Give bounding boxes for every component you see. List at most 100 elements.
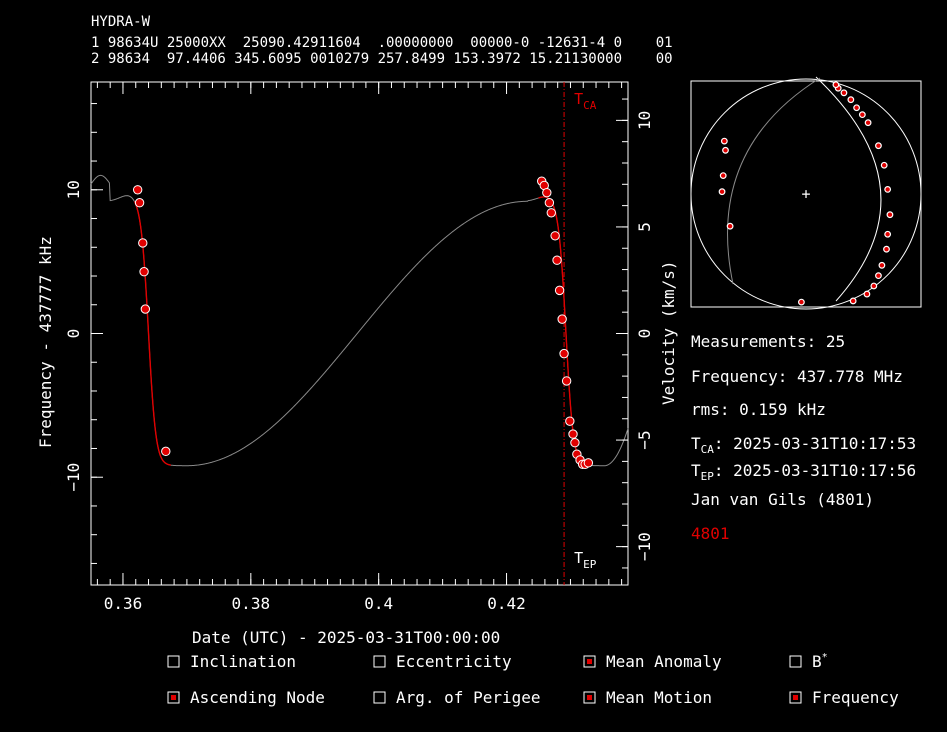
x-axis-label: Date (UTC) - 2025-03-31T00:00:00 [192,628,500,647]
tep-info: TEP: 2025-03-31T10:17:56 [691,461,916,483]
map-point [798,298,805,306]
map-point [883,245,890,253]
site-id: 4801 [691,524,730,543]
x-tick-label: 0.42 [487,594,526,613]
ground-track-arc-west [727,77,821,285]
tca-label: TCA [574,90,597,112]
data-point [161,446,171,457]
map-point [875,142,882,150]
map-point [884,230,892,238]
checkbox-mean-anomaly[interactable]: Mean Anomaly [583,652,722,671]
data-point [542,187,552,198]
data-point [554,285,565,296]
data-point [132,185,143,195]
data-point [134,198,145,208]
checkbox-mark [171,695,176,700]
data-point [140,304,151,314]
data-point [552,255,562,265]
checkbox-box[interactable] [583,655,596,668]
ground-track-arc-east [815,76,882,302]
checkbox-box[interactable] [789,655,802,668]
y2-axis-label: Velocity (km/s) [659,261,678,406]
map-point [858,111,866,119]
checkbox-b[interactable]: B* [789,652,828,671]
map-point [878,261,886,269]
tle-line-2: 2 98634 97.4406 345.6095 0010279 257.849… [91,51,673,67]
y2-tick-label: 5 [635,222,654,232]
checkbox-label: B* [812,652,828,671]
fit-parameter-checkboxes: Inclination Eccentricity Mean Anomaly B* Asc… [167,652,899,707]
y2-tick-label: 10 [635,111,654,130]
x-tick-label: 0.36 [104,594,143,613]
y-tick-label: 10 [64,180,83,199]
main-plot-frame [90,81,629,586]
map-point [884,185,892,193]
data-point [546,208,556,218]
data-point [565,416,575,426]
rms-value: rms: 0.159 kHz [691,400,826,419]
map-point [849,297,857,305]
checkbox-arg-of-perigee[interactable]: Arg. of Perigee [373,688,541,707]
checkbox-label: Arg. of Perigee [396,688,541,707]
checkbox-ascending-node[interactable]: Ascending Node [167,688,325,707]
tca-info: TCA: 2025-03-31T10:17:53 [691,434,916,456]
y-tick-label: 0 [64,329,83,339]
checkbox-eccentricity[interactable]: Eccentricity [373,652,512,671]
y-axis-label: Frequency - 437777 kHz [36,236,55,448]
checkbox-mark [587,695,592,700]
map-point [853,104,860,112]
map-point [847,96,855,104]
map-point [870,282,878,290]
map-point [880,161,888,169]
data-point [559,348,569,359]
map-point [832,81,840,89]
checkbox-label: Mean Anomaly [606,652,722,671]
checkbox-mean-motion[interactable]: Mean Motion [583,688,712,707]
map-point [886,211,894,219]
tep-label: TEP [574,549,597,571]
checkbox-box[interactable] [789,691,802,704]
observer-name: Jan van Gils (4801) [691,490,874,509]
x-tick-label: 0.38 [232,594,271,613]
checkbox-box[interactable] [167,691,180,704]
fit-curve-pass-1 [133,201,172,466]
horizon-circle [690,78,922,310]
checkbox-box[interactable] [583,691,596,704]
map-point [863,290,871,298]
map-point [864,119,872,127]
checkbox-box[interactable] [167,655,180,668]
checkbox-label: Eccentricity [396,652,512,671]
map-point [875,272,882,280]
model-curve [90,174,629,467]
data-point [550,231,560,241]
main-plot: TCA TEP 0.36 0.38 0.4 0.42 10 0 −10 10 5 0 −5 −10 [64,82,654,613]
data-point [570,438,580,448]
y2-tick-label: 0 [635,329,654,339]
x-tick-label: 0.4 [364,594,393,613]
checkbox-label: Ascending Node [190,688,325,707]
ground-track-map: + [690,76,922,310]
data-point [544,198,555,208]
checkbox-mark [587,659,592,664]
checkbox-label: Frequency [812,688,899,707]
checkbox-label: Inclination [190,652,296,671]
tle-line-1: 1 98634U 25000XX 25090.42911604 .0000000… [91,35,673,51]
data-point [561,376,572,386]
observer-marker: + [801,185,810,203]
checkbox-frequency[interactable]: Frequency [789,688,899,707]
frequency-value: Frequency: 437.778 MHz [691,367,903,386]
checkbox-box[interactable] [373,691,386,704]
satellite-name: HYDRA-W [91,14,151,30]
y2-tick-label: −5 [635,430,654,449]
map-point [840,89,848,97]
y-tick-label: −10 [64,463,83,492]
checkbox-inclination[interactable]: Inclination [167,652,296,671]
map-point [718,188,726,196]
map-point [720,137,728,145]
data-point [583,458,594,468]
data-point [138,238,148,248]
measurements-count: Measurements: 25 [691,332,845,351]
checkbox-label: Mean Motion [606,688,712,707]
checkbox-box[interactable] [373,655,386,668]
